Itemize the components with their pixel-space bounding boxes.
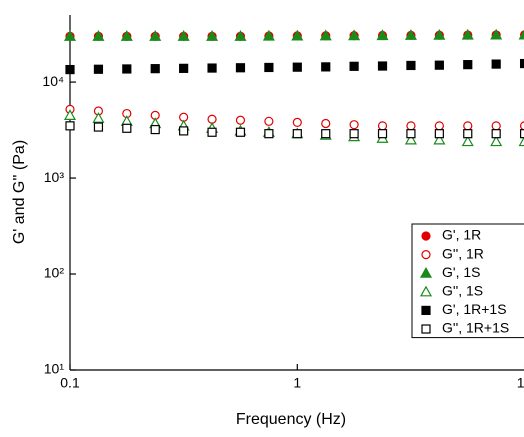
data-point (519, 129, 524, 139)
data-point (519, 121, 524, 131)
data-point (461, 135, 474, 147)
data-point (150, 64, 160, 74)
y-axis-label: G' and G'' (Pa) (11, 140, 28, 244)
data-point (321, 118, 331, 129)
y-tick-label: 10⁴ (42, 73, 64, 89)
data-point (406, 129, 416, 139)
data-point (377, 61, 388, 71)
data-point (177, 30, 190, 41)
x-tick-label: 10 (517, 375, 524, 391)
data-point (235, 63, 246, 73)
data-point (122, 64, 132, 74)
legend-label: G'', 1S (442, 283, 483, 299)
data-point (206, 30, 219, 41)
data-point (264, 129, 274, 139)
data-point (348, 29, 361, 41)
y-tick-label: 10² (44, 265, 65, 281)
data-point (349, 61, 359, 71)
x-tick-label: 1 (293, 375, 301, 391)
data-point (234, 30, 247, 41)
data-point (461, 28, 474, 40)
data-point (207, 127, 217, 137)
data-point (463, 60, 473, 70)
x-axis-label: Frequency (Hz) (236, 411, 346, 428)
legend-marker (419, 285, 433, 297)
data-point (319, 29, 332, 41)
data-point (321, 62, 331, 72)
data-point (404, 133, 417, 145)
data-point (377, 121, 388, 131)
data-point (63, 30, 77, 41)
legend-box (411, 223, 524, 339)
data-point (491, 59, 501, 69)
data-point (150, 124, 160, 135)
x-tick-label: 0.1 (60, 375, 80, 391)
data-point (149, 30, 162, 41)
data-point (463, 129, 473, 139)
legend-marker (419, 266, 433, 278)
legend-label: G', 1R+1S (442, 301, 507, 317)
data-point (93, 64, 104, 74)
y-tick-label: 10¹ (44, 361, 65, 377)
data-point (404, 29, 417, 40)
data-point (235, 115, 246, 125)
data-point (235, 127, 246, 137)
data-point (433, 28, 446, 40)
data-point (207, 114, 217, 124)
data-point (92, 112, 105, 123)
legend-marker (421, 231, 431, 241)
data-point (179, 63, 189, 73)
data-point (65, 121, 75, 131)
data-point (93, 122, 104, 132)
data-point (406, 60, 416, 71)
data-point (321, 129, 331, 139)
data-point (349, 120, 359, 130)
data-point (122, 123, 132, 133)
data-point (377, 129, 388, 139)
data-point (120, 30, 133, 41)
data-point (518, 136, 524, 147)
legend-marker (421, 250, 431, 260)
data-point (519, 58, 524, 69)
y-tick-label: 10³ (44, 169, 65, 185)
data-point (490, 135, 503, 147)
data-point (292, 62, 302, 72)
data-point (207, 63, 217, 73)
data-point (349, 129, 359, 139)
data-point (518, 29, 524, 40)
data-point (434, 60, 444, 70)
data-point (292, 117, 302, 128)
legend-label: G'', 1R+1S (442, 320, 509, 336)
data-point (291, 29, 304, 41)
data-point (376, 29, 389, 41)
data-point (92, 30, 105, 41)
data-point (434, 129, 444, 139)
legend-label: G', 1R (442, 227, 481, 243)
data-point (179, 126, 189, 136)
data-point (264, 62, 274, 73)
data-point (491, 121, 501, 131)
data-point (264, 116, 274, 126)
legend-marker (421, 324, 431, 334)
data-point (406, 121, 416, 131)
legend-label: G', 1S (442, 264, 480, 280)
data-point (63, 109, 77, 120)
data-point (292, 129, 302, 139)
data-point (490, 28, 503, 40)
legend-label: G'', 1R (442, 245, 484, 261)
data-point (463, 121, 473, 131)
data-point (262, 29, 275, 41)
data-point (491, 129, 501, 139)
data-point (433, 133, 446, 145)
legend-marker (421, 305, 431, 315)
data-point (65, 64, 75, 75)
data-point (434, 121, 444, 131)
